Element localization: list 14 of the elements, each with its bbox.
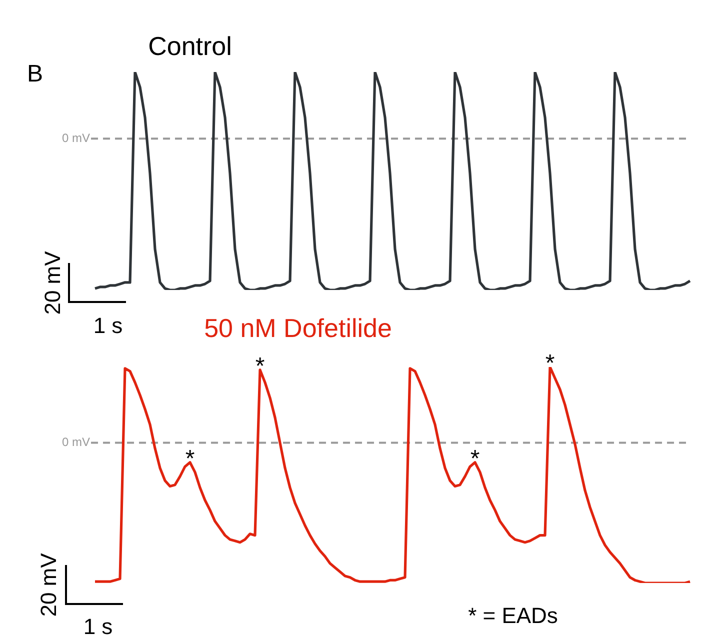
text: 1 s — [83, 614, 113, 640]
annotation: * — [255, 352, 265, 380]
text: 1 s — [93, 313, 123, 338]
text: 20 mV — [40, 250, 66, 315]
chart-title: Control — [148, 31, 232, 62]
text: B — [26, 60, 44, 88]
chart-title: 50 nM Dofetilide — [204, 313, 392, 344]
ref-line-label: 0 mV — [62, 435, 90, 450]
annotation: * — [470, 445, 480, 472]
text: 20 mV — [36, 552, 62, 617]
ref-line-label: 0 mV — [62, 130, 90, 145]
annotation: * — [545, 350, 555, 377]
text: * = EADs — [468, 603, 558, 628]
annotation: * — [185, 445, 195, 472]
